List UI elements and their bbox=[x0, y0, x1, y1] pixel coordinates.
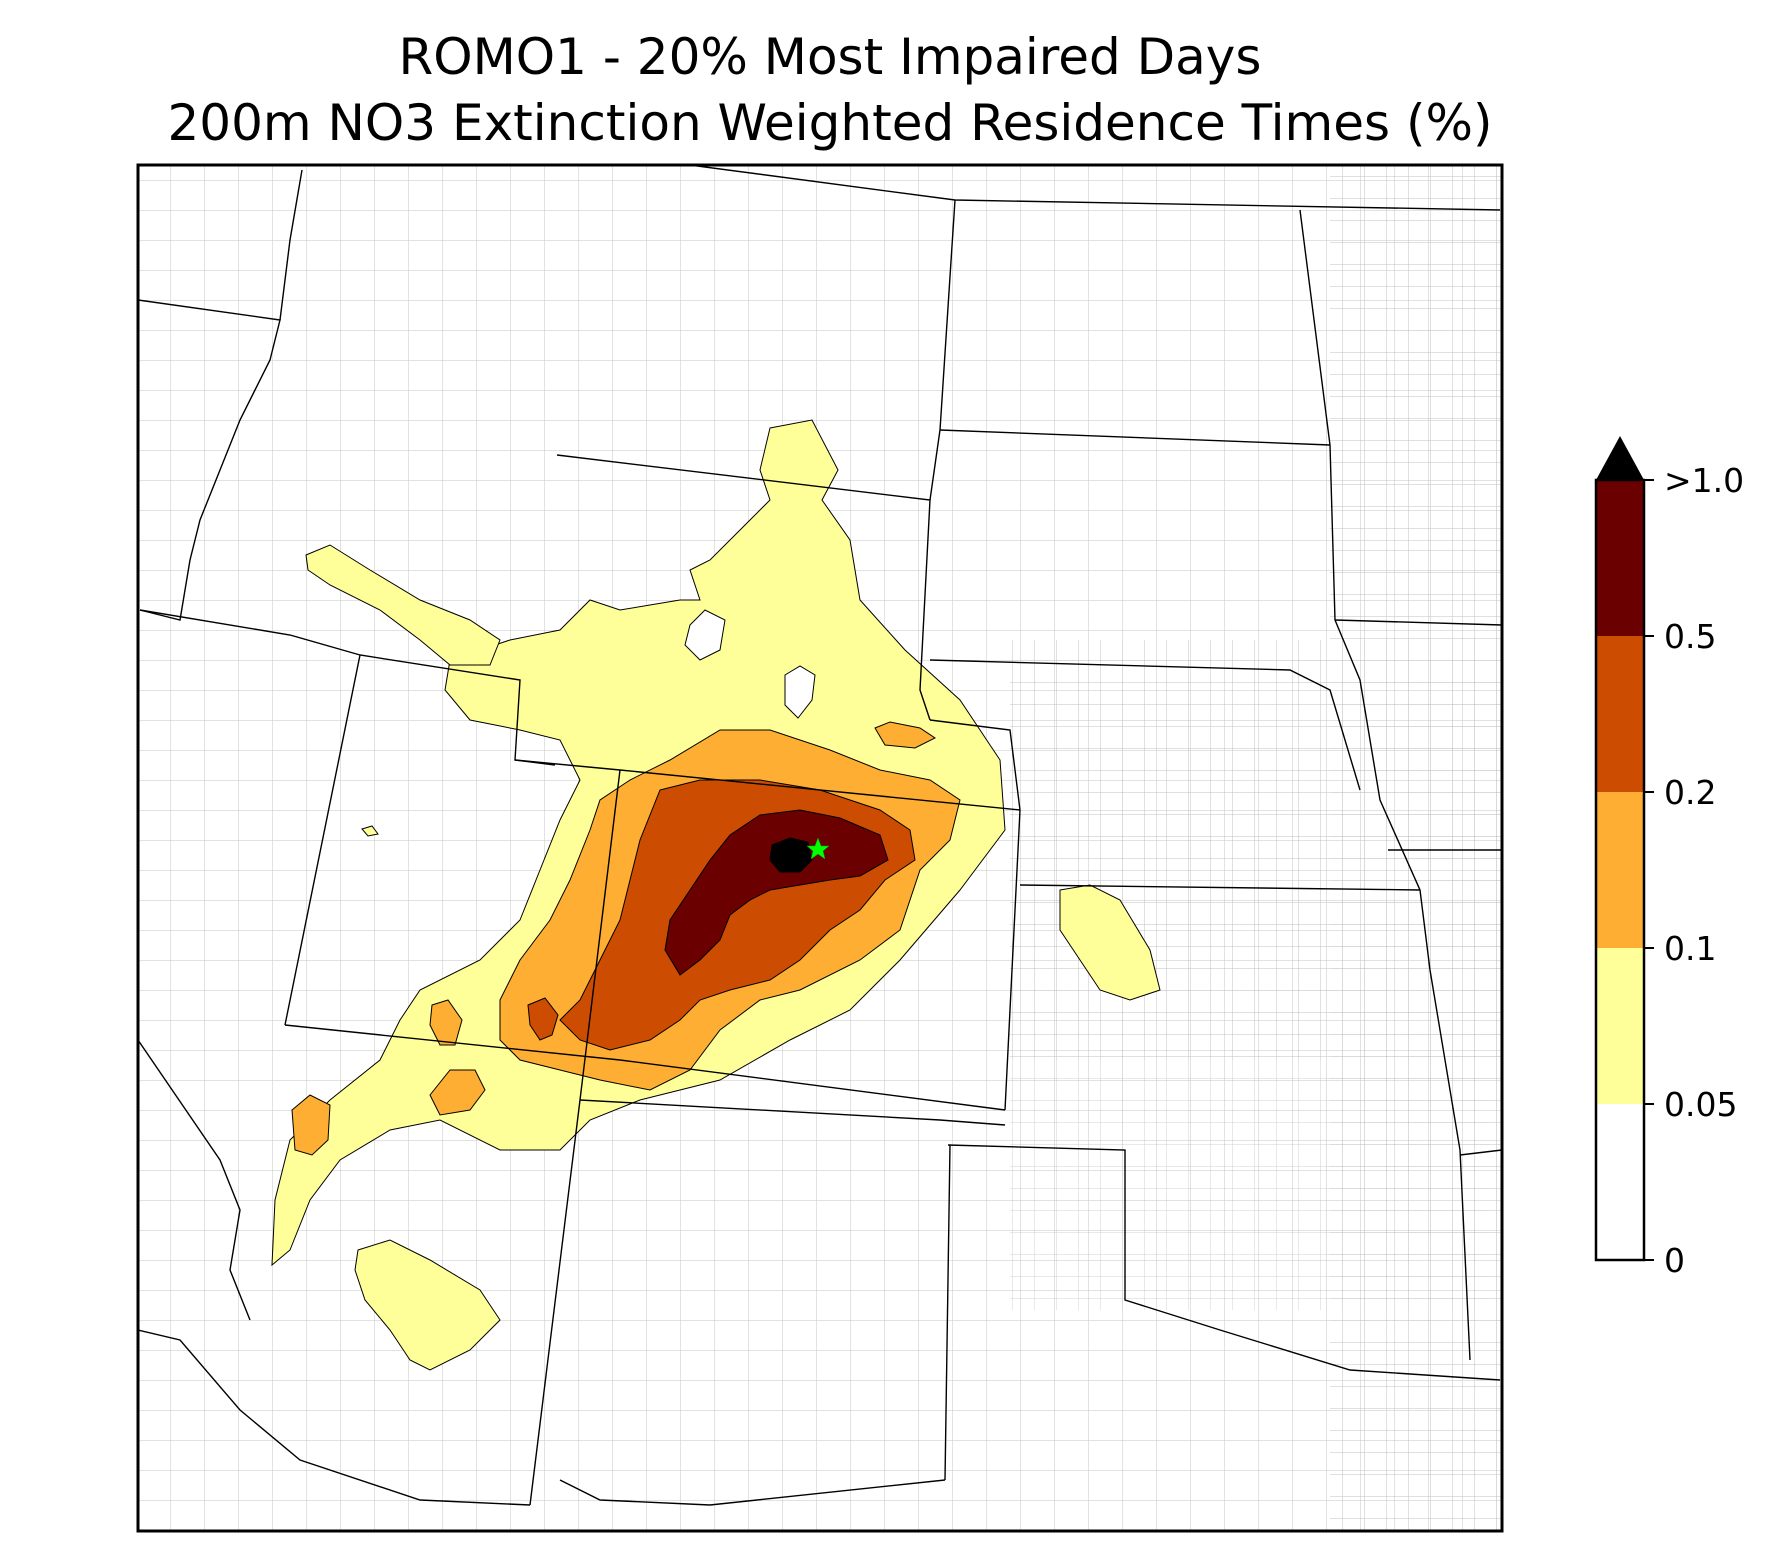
title-line-2: 200m NO3 Extinction Weighted Residence T… bbox=[167, 94, 1493, 152]
contour-1.0-main bbox=[769, 837, 813, 873]
colorbar-tick-label: 0.05 bbox=[1664, 1085, 1737, 1124]
colorbar-segment bbox=[1596, 948, 1644, 1104]
colorbar-tick-label: 0.5 bbox=[1664, 617, 1716, 656]
colorbar-outline bbox=[1594, 478, 1646, 1262]
colorbar-extend-arrow bbox=[1596, 436, 1644, 480]
contour-0.05-north-gap bbox=[684, 609, 726, 661]
contour-0.2-west-cell bbox=[527, 997, 559, 1041]
contour-0.1-west-2 bbox=[429, 1069, 486, 1116]
county-borders bbox=[138, 165, 1502, 1531]
contour-level-0.5 bbox=[664, 809, 889, 976]
contour-0.05-small-cell bbox=[361, 825, 379, 837]
contour-0.1-west-1 bbox=[429, 999, 463, 1046]
contour-0.5-main bbox=[664, 809, 889, 976]
map-title: ROMO1 - 20% Most Impaired Days 200m NO3 … bbox=[0, 24, 1660, 156]
colorbar-tick-label: 0.2 bbox=[1664, 773, 1716, 812]
map-frame bbox=[136, 163, 1504, 1533]
receptor-star-icon bbox=[806, 837, 830, 860]
colorbar: 0 0.05 0.1 0.2 0.5 >1.0 bbox=[1594, 436, 1744, 1280]
state-borders bbox=[138, 165, 1502, 1506]
colorbar-segment bbox=[1596, 636, 1644, 792]
title-line-1: ROMO1 - 20% Most Impaired Days bbox=[398, 28, 1262, 86]
contour-0.05-northwest-lobe bbox=[305, 544, 501, 666]
contour-0.05-east-lobe bbox=[1059, 884, 1161, 1001]
colorbar-segment bbox=[1596, 1104, 1644, 1260]
colorbar-segment bbox=[1596, 792, 1644, 948]
contour-0.1-southwest bbox=[291, 1094, 331, 1156]
map-area bbox=[138, 165, 1502, 1531]
contour-0.05-southwest-lobe bbox=[354, 1239, 501, 1371]
colorbar-tick-label: >1.0 bbox=[1664, 461, 1744, 500]
contour-hole bbox=[784, 665, 816, 719]
colorbar-segment bbox=[1596, 480, 1644, 636]
colorbar-tick-label: 0 bbox=[1664, 1241, 1685, 1280]
contour-level-1.0 bbox=[769, 837, 813, 873]
colorbar-tick-label: 0.1 bbox=[1664, 929, 1716, 968]
contour-0.1-small-north bbox=[874, 721, 936, 749]
